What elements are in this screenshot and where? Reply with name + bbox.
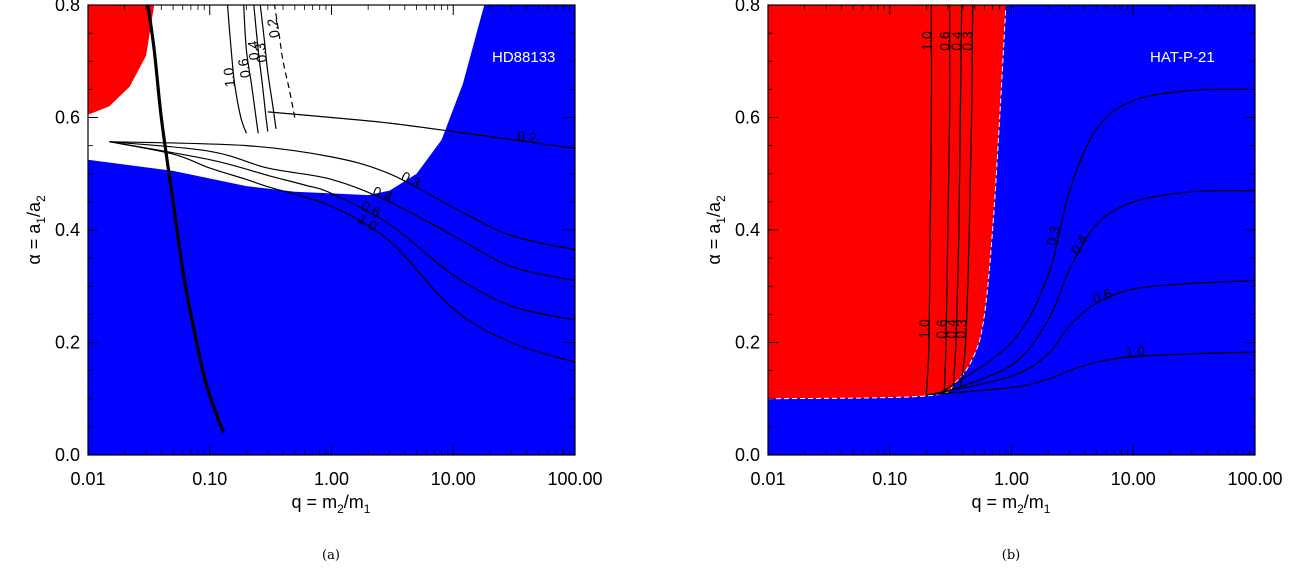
- panel-a-contour-label: 0.4: [371, 183, 395, 205]
- panel-b-vertical-contour-label-low: 0.4: [943, 319, 960, 339]
- panel-a-xtick-label: 10.00: [431, 469, 476, 489]
- panel-a-upper-contour-0.2: [273, 5, 296, 118]
- panel-a-upper-contour-label: 1.0: [220, 67, 238, 88]
- panel-b-caption: (b): [1002, 548, 1020, 563]
- panel-b-ticks: 0.01 0.10 1.00 10.00 100.000.00.20.40.60.8: [735, 0, 1283, 489]
- panel-b-contour-label: 0.3: [1043, 224, 1063, 247]
- panel-a-contour-1.0: [109, 141, 575, 363]
- panel-b-contour-0.4: [937, 189, 1255, 395]
- panel-a-contour-label: 0.2: [516, 127, 538, 146]
- panel-b-contour-label: 1.0: [1125, 343, 1145, 360]
- panel-b-contour-label: 0.6: [1090, 285, 1114, 307]
- panel-b-red-boundary: [768, 5, 1007, 400]
- panel-b-plot-area: 0.3 0.40.61.01.0 0.60.40.31.0 0.60.40.3: [768, 5, 1255, 455]
- panel-b-xtick-label: 100.00: [1227, 469, 1282, 489]
- panel-a-region-red: [88, 5, 155, 115]
- panel-b-vertical-contour-label: 0.3: [959, 31, 975, 51]
- panel-a-upper-contour-label: 0.3: [252, 42, 270, 63]
- panel-b-ytick-label: 0.4: [735, 220, 760, 240]
- panel-a-upper-contour-label: 0.6: [235, 57, 254, 79]
- panel-b-vertical-contour-label-low: 1.0: [916, 319, 932, 339]
- panel-b-vertical-contour-label: 1.0: [918, 31, 934, 51]
- panel-b-ytick-label: 0.0: [735, 445, 760, 465]
- panel-a-xtick-label: 0.10: [192, 469, 227, 489]
- panel-b-vertical-contour-1.0: [925, 5, 933, 395]
- panel-a: 1.00.60.40.30.21.00.60.40.30.2 0.01 0.10 1…: [24, 0, 603, 563]
- panel-b-ytick-label: 0.2: [735, 333, 760, 353]
- panel-a-contour-0.3: [109, 141, 575, 251]
- panel-a-ytick-label: 0.2: [55, 333, 80, 353]
- panel-a-ytick-label: 0.4: [55, 220, 80, 240]
- panel-b-contour-1.0: [926, 351, 1255, 396]
- panel-a-xlabel: q = m2/m1: [292, 492, 371, 516]
- panel-a-contour-0.6: [109, 141, 575, 321]
- panel-a-upper-contour-label: 0.2: [264, 17, 283, 39]
- panel-b-vertical-contour-label: 0.6: [937, 31, 953, 51]
- panel-a-upper-contour-0.4: [253, 5, 269, 132]
- panel-b-contour-0.6: [931, 280, 1255, 395]
- panel-b-system-label: HAT-P-21: [1150, 49, 1215, 66]
- panel-a-ytick-label: 0.0: [55, 445, 80, 465]
- panel-a-system-label: HD88133: [492, 49, 555, 66]
- panel-a-contour-0.4: [109, 141, 575, 282]
- panel-b-xtick-label: 10.00: [1111, 469, 1156, 489]
- panel-a-ytick-label: 0.6: [55, 108, 80, 128]
- panel-b-ytick-label: 0.8: [735, 0, 760, 15]
- panel-b-ytick-label: 0.6: [735, 108, 760, 128]
- panel-a-upper-contour-1.0: [226, 5, 247, 134]
- panel-b-vertical-contour-0.4: [952, 5, 963, 391]
- panel-a-plot-area: 1.00.60.40.30.21.00.60.40.30.2: [88, 5, 575, 455]
- panel-b-xtick-label: 1.00: [994, 469, 1029, 489]
- panel-b-ylabel: α = a1/a2: [704, 195, 728, 265]
- panel-a-caption: (a): [322, 548, 340, 563]
- panel-a-upper-contour-0.3: [259, 5, 277, 129]
- panel-a-ylabel: α = a1/a2: [24, 195, 48, 265]
- panel-b-vertical-contour-label-low: 0.6: [933, 319, 949, 339]
- panel-b-contour-0.3: [937, 88, 1255, 395]
- panel-b-xlabel: q = m2/m1: [972, 492, 1051, 516]
- panel-b: 0.3 0.40.61.01.0 0.60.40.31.0 0.60.40.3 0.0…: [704, 0, 1283, 563]
- panel-b-vertical-contour-label: 0.4: [948, 31, 964, 51]
- panel-a-xtick-label: 100.00: [547, 469, 602, 489]
- panel-b-xtick-label: 0.10: [872, 469, 907, 489]
- panel-a-upper-contour-label: 0.4: [244, 40, 262, 61]
- panel-a-thick-curve: [146, 5, 226, 434]
- panel-b-xtick-label: 0.01: [750, 469, 785, 489]
- panel-b-vertical-contour-0.3: [959, 5, 974, 388]
- panel-a-contour-0.2: [267, 111, 575, 149]
- panel-b-vertical-contour-label-low: 0.3: [953, 319, 970, 339]
- panel-a-upper-contour-0.6: [243, 5, 259, 134]
- panel-b-vertical-contour-0.6: [943, 5, 951, 394]
- panel-a-ytick-label: 0.8: [55, 0, 80, 15]
- panel-a-xtick-label: 1.00: [314, 469, 349, 489]
- panel-a-ticks: 0.01 0.10 1.00 10.00 100.000.00.20.40.60.8: [55, 0, 603, 489]
- panel-a-region-blue: [88, 5, 575, 455]
- panel-a-xtick-label: 0.01: [70, 469, 105, 489]
